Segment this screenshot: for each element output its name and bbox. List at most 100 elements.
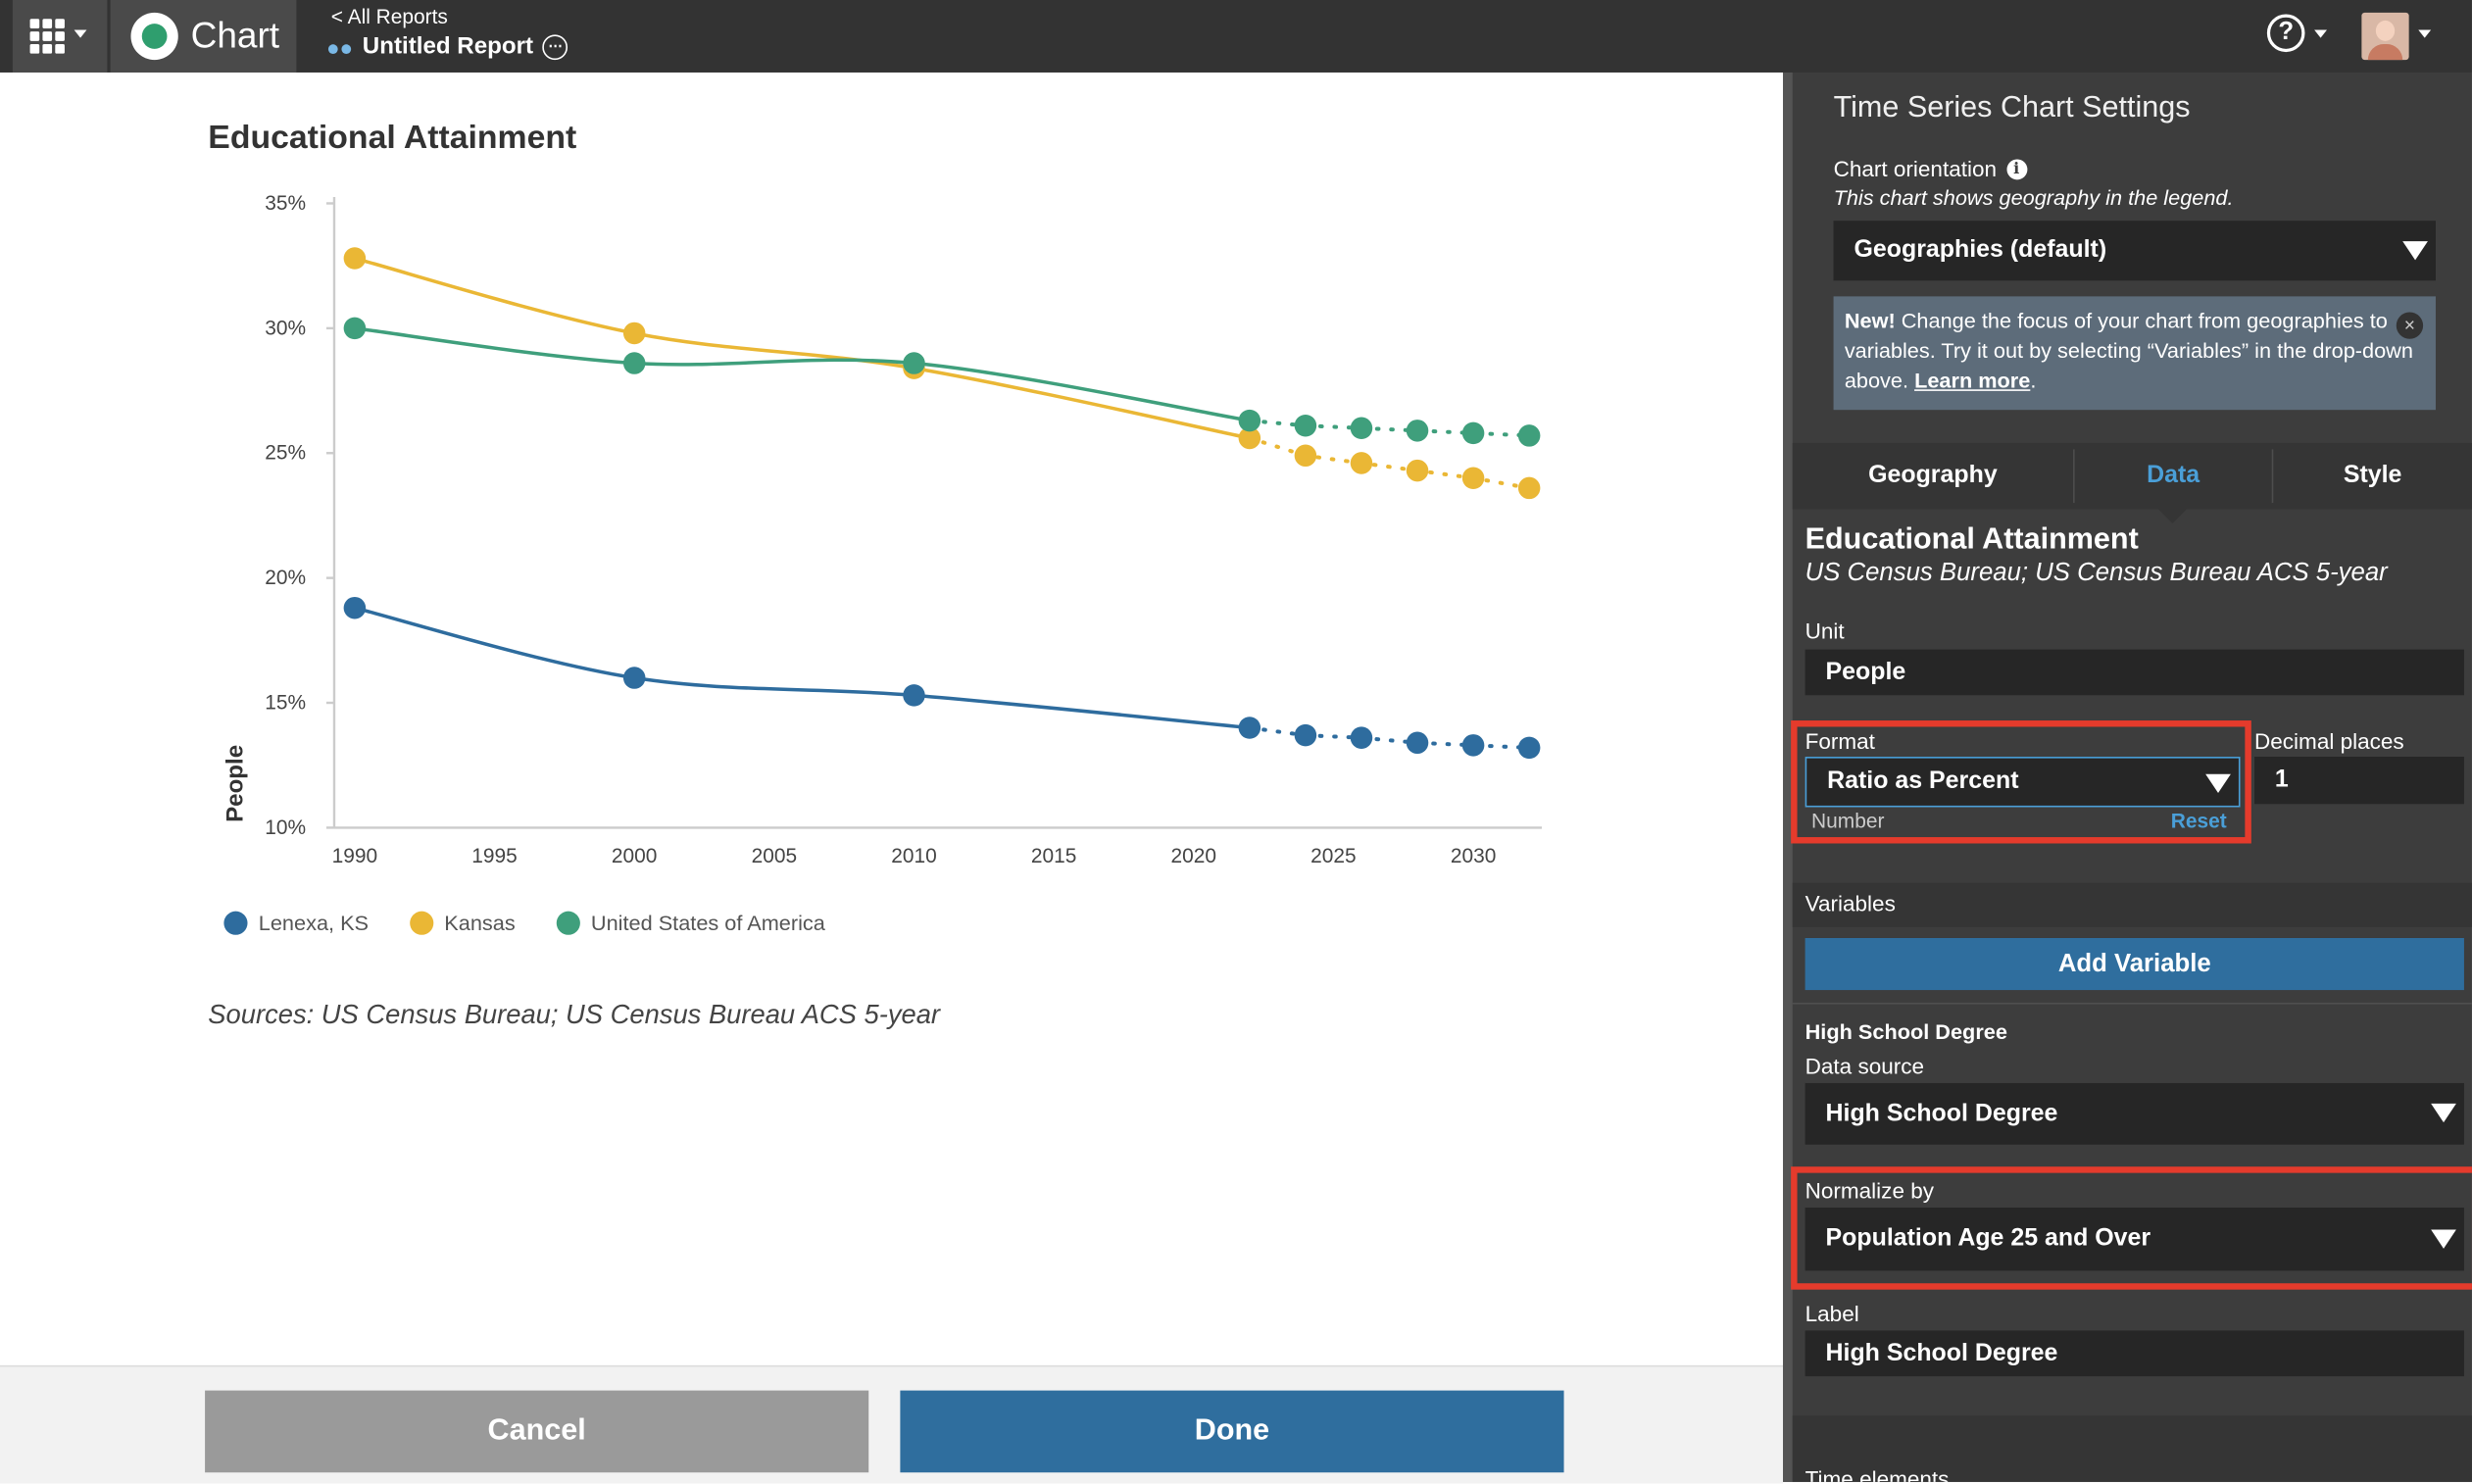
help-icon[interactable]: ? bbox=[2266, 14, 2305, 53]
data-point bbox=[1294, 444, 1317, 468]
data-point bbox=[343, 317, 367, 340]
legend-marker bbox=[409, 911, 434, 935]
decimal-places-value: 1 bbox=[2274, 766, 2289, 794]
tab-style[interactable]: Style bbox=[2343, 462, 2402, 489]
tab-data[interactable]: Data bbox=[2147, 462, 2200, 489]
data-point bbox=[1461, 467, 1485, 489]
done-button[interactable]: Done bbox=[900, 1390, 1564, 1473]
data-point bbox=[1461, 421, 1485, 445]
data-point bbox=[1406, 459, 1429, 482]
data-point bbox=[1294, 723, 1317, 747]
label-field-label: Label bbox=[1805, 1300, 1859, 1326]
settings-tabs: Geography Data Style bbox=[1792, 442, 2472, 523]
normalize-select[interactable]: Population Age 25 and Over bbox=[1805, 1208, 2464, 1271]
tab-geography[interactable]: Geography bbox=[1868, 462, 1998, 489]
apps-menu-button[interactable] bbox=[12, 0, 108, 73]
close-icon[interactable]: × bbox=[2396, 312, 2424, 339]
x-tick-label: 2015 bbox=[1031, 845, 1076, 867]
orientation-hint: This chart shows geography in the legend… bbox=[1833, 185, 2234, 210]
learn-more-link[interactable]: Learn more bbox=[1914, 369, 2031, 393]
x-tick-label: 2030 bbox=[1451, 845, 1496, 867]
normalize-label: Normalize by bbox=[1805, 1177, 1935, 1204]
info-icon[interactable]: i bbox=[2005, 158, 2027, 179]
normalize-highlight bbox=[1791, 1166, 2472, 1290]
series-line bbox=[354, 326, 1251, 422]
data-point bbox=[1350, 417, 1373, 440]
label-field[interactable]: High School Degree bbox=[1805, 1330, 2464, 1377]
people-icon: ●● bbox=[325, 33, 354, 60]
legend-label: Lenexa, KS bbox=[258, 911, 370, 935]
x-tick-label: 1990 bbox=[332, 845, 377, 867]
cancel-button[interactable]: Cancel bbox=[205, 1390, 869, 1473]
orientation-select[interactable]: Geographies (default) bbox=[1833, 221, 2436, 281]
line-chart: 10% 15% 20% 25% 30% 35% 1990 1995 2000 2005 2010 20… bbox=[222, 192, 1543, 867]
data-point bbox=[1517, 736, 1541, 760]
series-line bbox=[354, 256, 1251, 440]
format-label: Format bbox=[1805, 728, 1875, 754]
time-elements-section: Time elements bbox=[1792, 1415, 2472, 1482]
y-tick-label: 35% bbox=[265, 192, 306, 215]
grid-icon bbox=[29, 19, 65, 54]
app-switcher[interactable]: Chart bbox=[110, 0, 297, 73]
panel-scrollbar[interactable] bbox=[1783, 72, 1793, 1482]
x-tick-label: 2005 bbox=[752, 845, 797, 867]
variable-title: Educational Attainment bbox=[1805, 522, 2139, 557]
help-chevron-down-icon[interactable] bbox=[2314, 29, 2327, 38]
add-variable-button[interactable]: Add Variable bbox=[1805, 937, 2464, 991]
series-projection-line bbox=[1247, 435, 1532, 490]
divider bbox=[1792, 1002, 2472, 1005]
normalize-value: Population Age 25 and Over bbox=[1825, 1224, 2151, 1253]
legend-marker bbox=[556, 911, 580, 935]
format-sub: Number bbox=[1811, 809, 1885, 833]
series-line bbox=[354, 606, 1251, 730]
unit-value: People bbox=[1825, 658, 1906, 685]
decimal-places-label: Decimal places bbox=[2254, 728, 2404, 754]
data-point bbox=[343, 596, 367, 619]
legend-item: Lenexa, KS bbox=[223, 911, 370, 935]
x-tick-label: 2020 bbox=[1171, 845, 1216, 867]
variable-name: High School Degree bbox=[1805, 1019, 2007, 1044]
avatar[interactable] bbox=[2361, 12, 2409, 61]
legend-label: United States of America bbox=[590, 911, 825, 935]
report-title: Untitled Report bbox=[362, 32, 534, 61]
data-point bbox=[1350, 452, 1373, 474]
notice-new-label: New! bbox=[1844, 309, 1896, 333]
chart-preview-area: 10% 15% 20% 25% 30% 35% 1990 1995 2000 2005 2010 20… bbox=[0, 72, 1784, 1484]
tab-divider bbox=[2271, 449, 2274, 504]
format-value: Ratio as Percent bbox=[1827, 767, 2019, 795]
data-point bbox=[1350, 726, 1373, 749]
format-highlight bbox=[1791, 720, 2251, 844]
data-point bbox=[1238, 409, 1261, 432]
data-source-select[interactable]: High School Degree bbox=[1805, 1082, 2464, 1145]
all-reports-link[interactable]: < All Reports bbox=[330, 4, 448, 28]
x-tick-label: 2025 bbox=[1310, 845, 1356, 867]
report-title-group[interactable]: ●● Untitled Report ⋯ bbox=[325, 32, 569, 61]
data-point bbox=[343, 247, 367, 270]
chart-legend: Lenexa, KS Kansas United States of America bbox=[223, 911, 825, 935]
chart-title: Educational Attainment bbox=[208, 120, 577, 157]
reset-link[interactable]: Reset bbox=[2170, 809, 2227, 833]
y-tick-label: 10% bbox=[265, 816, 306, 839]
unit-field[interactable]: People bbox=[1805, 649, 2464, 696]
more-options-icon[interactable]: ⋯ bbox=[542, 33, 569, 60]
chevron-down-icon bbox=[74, 29, 87, 38]
tab-divider bbox=[2073, 449, 2075, 504]
decimal-places-input[interactable]: 1 bbox=[2254, 757, 2464, 805]
settings-panel: Time Series Chart Settings Chart orienta… bbox=[1783, 72, 2472, 1482]
y-tick-label: 25% bbox=[265, 442, 306, 465]
format-select[interactable]: Ratio as Percent bbox=[1805, 757, 2241, 808]
data-point bbox=[903, 352, 925, 374]
app-name: Chart bbox=[190, 14, 280, 56]
x-tick-label: 2000 bbox=[612, 845, 657, 867]
variable-source: US Census Bureau; US Census Bureau ACS 5… bbox=[1805, 559, 2388, 587]
orientation-label: Chart orientation i bbox=[1834, 156, 2027, 181]
orientation-value: Geographies (default) bbox=[1854, 236, 2107, 264]
notice-text: Change the focus of your chart from geog… bbox=[1844, 309, 2413, 393]
account-chevron-down-icon[interactable] bbox=[2418, 29, 2432, 38]
data-point bbox=[903, 684, 925, 707]
panel-title: Time Series Chart Settings bbox=[1833, 91, 2191, 125]
time-elements-label: Time elements bbox=[1805, 1465, 1950, 1482]
data-point bbox=[1406, 420, 1429, 442]
data-source-value: High School Degree bbox=[1825, 1099, 2058, 1127]
dropdown-arrow-icon bbox=[2431, 1103, 2456, 1123]
